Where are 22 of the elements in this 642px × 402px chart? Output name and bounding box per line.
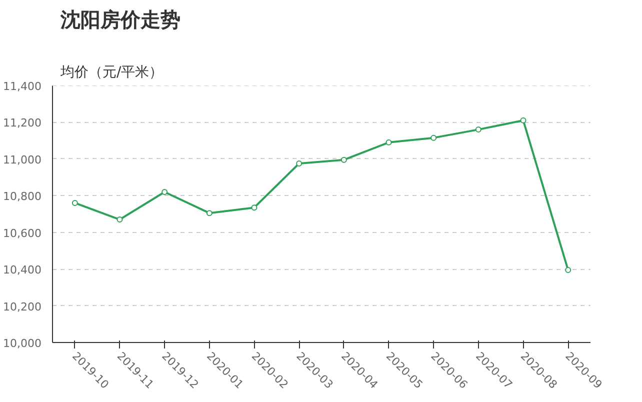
point [386,139,392,146]
point [430,134,437,141]
point [475,126,482,133]
point [520,117,526,124]
point [206,210,212,216]
point [116,216,123,222]
y-tick-label: 11,000 [3,153,42,166]
y-tick-label: 10,800 [3,190,42,204]
point [251,204,258,211]
point [72,200,78,206]
y-tick-label: 11,200 [3,116,42,130]
chart-title: 沈阳房价走势 [60,8,180,32]
y-tick-label: 10,200 [3,300,42,314]
y-tick-label: 10,400 [3,264,42,277]
point [296,160,302,167]
point [565,266,572,273]
y-tick-label: 10,000 [3,337,42,350]
point [340,156,347,163]
chart-subtitle: 均价（元/平米） [60,64,164,80]
y-tick-label: 11,400 [3,80,42,93]
y-tick-label: 10,600 [3,226,42,240]
point [162,188,168,195]
